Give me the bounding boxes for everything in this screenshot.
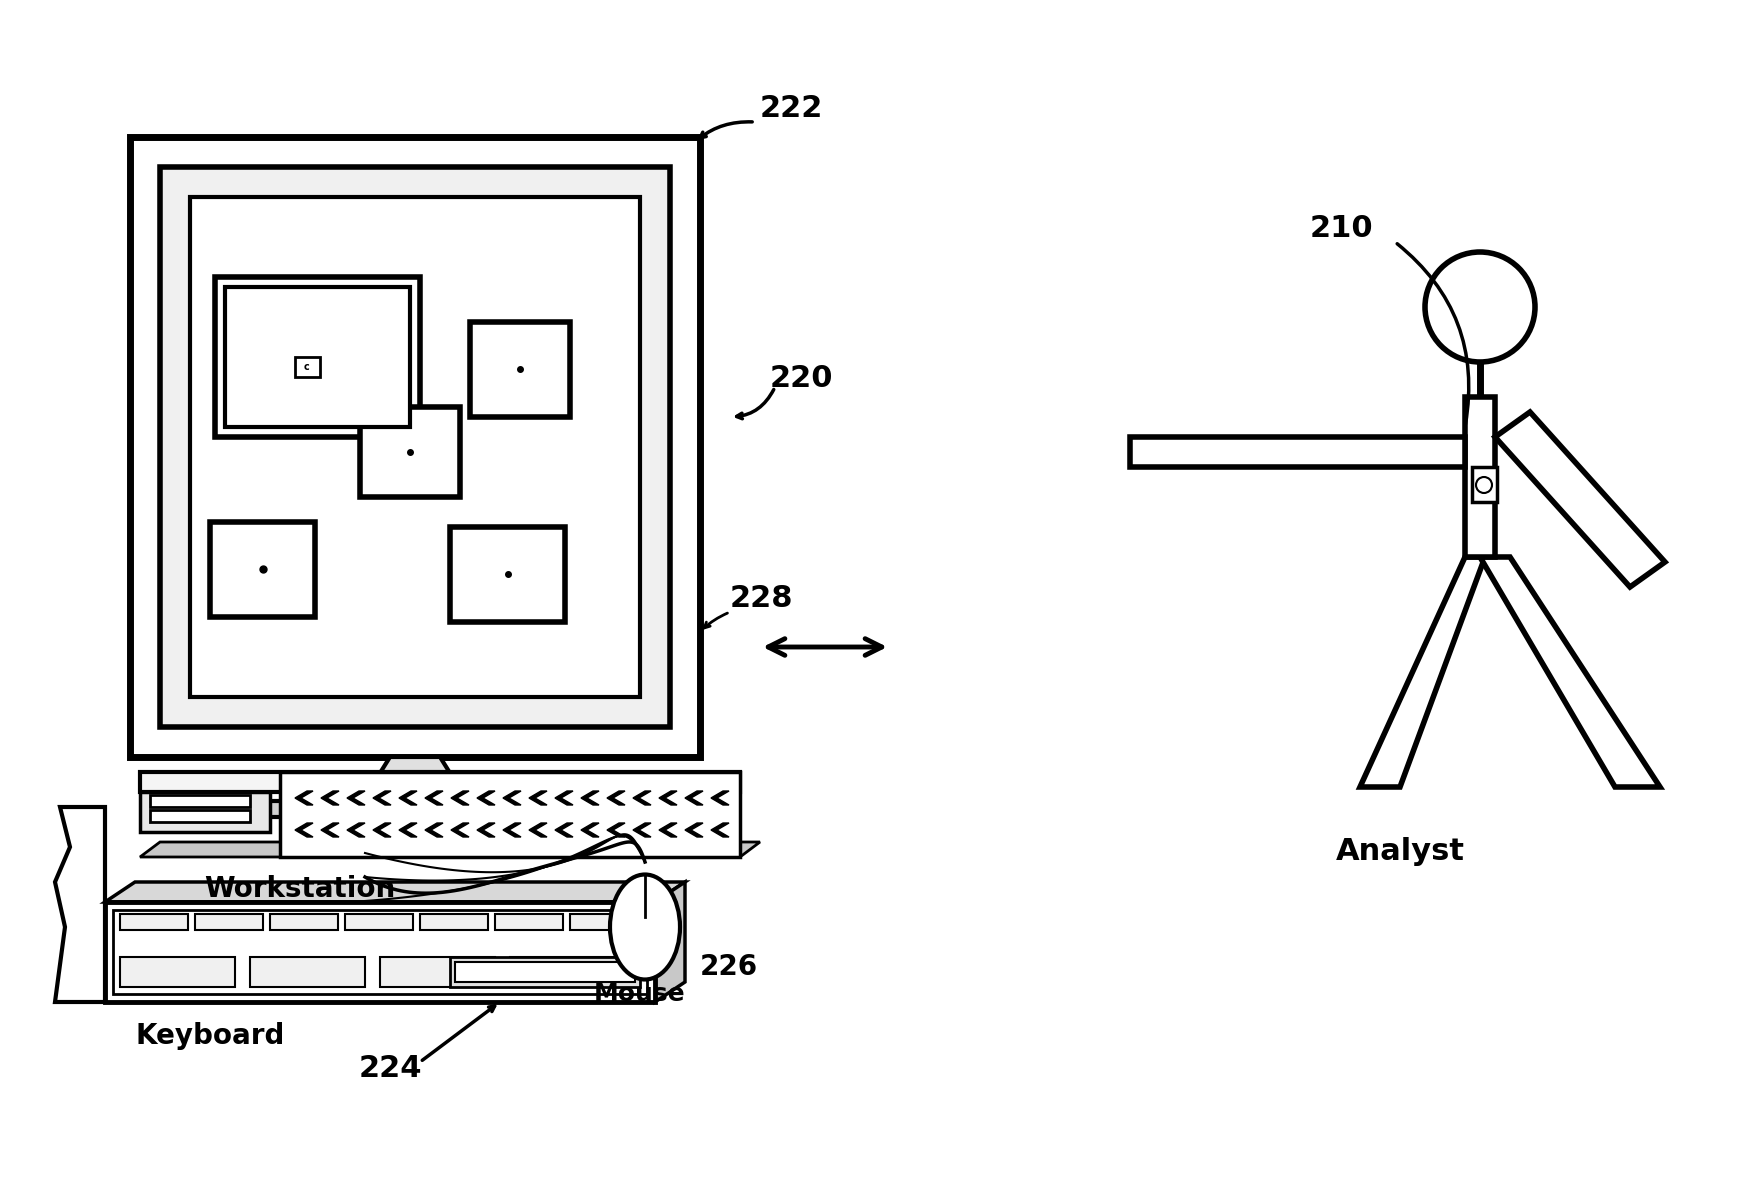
Polygon shape — [321, 791, 340, 805]
Text: Mouse: Mouse — [593, 982, 685, 1006]
Polygon shape — [659, 823, 676, 837]
Bar — [225, 287, 410, 427]
Bar — [1472, 467, 1497, 503]
Polygon shape — [504, 791, 521, 805]
Bar — [451, 957, 639, 988]
Text: 228: 228 — [731, 584, 794, 613]
Polygon shape — [373, 823, 391, 837]
Polygon shape — [655, 882, 685, 1002]
Polygon shape — [296, 791, 313, 805]
Bar — [380, 957, 495, 988]
Bar — [280, 772, 740, 857]
Text: 220: 220 — [770, 364, 833, 393]
Bar — [215, 277, 421, 437]
Polygon shape — [424, 823, 444, 837]
Polygon shape — [451, 823, 468, 837]
Polygon shape — [55, 807, 106, 1002]
Bar — [106, 902, 655, 1002]
Text: c: c — [305, 363, 310, 372]
Bar — [269, 915, 338, 930]
Bar — [150, 810, 250, 822]
Bar — [150, 794, 250, 807]
Polygon shape — [685, 823, 703, 837]
Polygon shape — [581, 791, 599, 805]
Polygon shape — [296, 823, 313, 837]
Text: 222: 222 — [761, 94, 824, 124]
Bar — [210, 523, 315, 617]
Bar — [141, 772, 740, 792]
Polygon shape — [608, 791, 625, 805]
Polygon shape — [451, 791, 468, 805]
Ellipse shape — [609, 875, 680, 979]
Polygon shape — [608, 823, 625, 837]
Polygon shape — [632, 791, 652, 805]
Bar — [264, 802, 565, 817]
Text: 226: 226 — [701, 953, 759, 980]
Bar — [120, 957, 234, 988]
Polygon shape — [1359, 557, 1485, 787]
Bar — [421, 915, 488, 930]
Polygon shape — [400, 791, 417, 805]
Bar — [451, 527, 565, 621]
Text: 210: 210 — [1310, 214, 1374, 242]
Bar — [359, 407, 460, 497]
Text: Keyboard: Keyboard — [136, 1022, 285, 1050]
Polygon shape — [1131, 437, 1465, 467]
Polygon shape — [528, 823, 548, 837]
Bar — [470, 322, 571, 417]
Text: Analyst: Analyst — [1335, 837, 1465, 866]
Polygon shape — [347, 823, 365, 837]
Bar — [190, 197, 639, 697]
Bar — [160, 167, 669, 727]
Polygon shape — [373, 791, 391, 805]
Polygon shape — [555, 823, 572, 837]
Bar — [113, 910, 646, 995]
Polygon shape — [424, 791, 444, 805]
Polygon shape — [504, 823, 521, 837]
Text: 224: 224 — [357, 1053, 421, 1083]
Bar — [250, 957, 365, 988]
Polygon shape — [321, 823, 340, 837]
Polygon shape — [1495, 412, 1664, 587]
Polygon shape — [711, 823, 729, 837]
Polygon shape — [711, 791, 729, 805]
Bar — [195, 915, 262, 930]
Polygon shape — [106, 882, 685, 902]
Bar — [454, 962, 636, 982]
Bar — [511, 957, 625, 988]
Bar — [141, 792, 269, 832]
Polygon shape — [581, 823, 599, 837]
Bar — [495, 915, 564, 930]
Polygon shape — [555, 791, 572, 805]
Polygon shape — [347, 791, 365, 805]
Bar — [296, 357, 321, 377]
Polygon shape — [1479, 557, 1661, 787]
Circle shape — [1476, 477, 1492, 493]
Bar — [120, 915, 188, 930]
Polygon shape — [685, 791, 703, 805]
Polygon shape — [528, 791, 548, 805]
Bar — [130, 137, 701, 757]
Polygon shape — [400, 823, 417, 837]
Bar — [571, 915, 637, 930]
Bar — [345, 915, 414, 930]
Polygon shape — [477, 791, 495, 805]
Polygon shape — [1465, 397, 1495, 557]
Polygon shape — [659, 791, 676, 805]
Text: Workstation: Workstation — [204, 875, 396, 903]
Polygon shape — [365, 757, 465, 797]
Polygon shape — [141, 842, 761, 857]
Bar — [285, 790, 544, 802]
Polygon shape — [477, 823, 495, 837]
Circle shape — [1425, 252, 1536, 363]
Polygon shape — [632, 823, 652, 837]
